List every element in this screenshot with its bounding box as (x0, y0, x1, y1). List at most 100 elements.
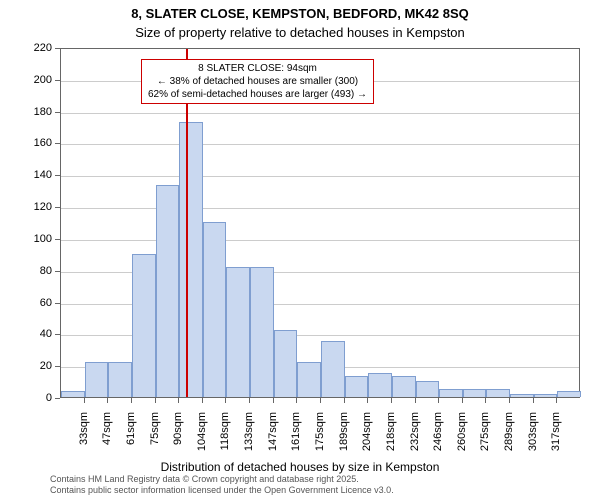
grid-line (61, 208, 579, 209)
histogram-bar (132, 254, 156, 397)
x-tick-mark (533, 398, 534, 403)
y-tick-mark (55, 239, 60, 240)
x-tick-label: 204sqm (361, 412, 373, 462)
histogram-bar (416, 381, 440, 397)
y-tick-mark (55, 271, 60, 272)
x-tick-mark (367, 398, 368, 403)
x-tick-label: 218sqm (385, 412, 397, 462)
x-tick-label: 104sqm (196, 412, 208, 462)
x-tick-mark (107, 398, 108, 403)
y-tick-mark (55, 398, 60, 399)
x-tick-mark (84, 398, 85, 403)
histogram-bar (156, 185, 180, 397)
y-tick-mark (55, 303, 60, 304)
histogram-bar (226, 267, 250, 397)
y-tick-label: 20 (24, 360, 52, 372)
histogram-bar (392, 376, 416, 397)
x-tick-label: 118sqm (219, 412, 231, 462)
histogram-bar (534, 394, 558, 397)
x-tick-mark (462, 398, 463, 403)
x-tick-mark (556, 398, 557, 403)
x-tick-mark (273, 398, 274, 403)
x-tick-label: 275sqm (479, 412, 491, 462)
x-tick-label: 232sqm (409, 412, 421, 462)
x-tick-mark (202, 398, 203, 403)
x-tick-mark (320, 398, 321, 403)
annotation-line-3: 62% of semi-detached houses are larger (… (148, 88, 367, 101)
x-tick-label: 189sqm (338, 412, 350, 462)
x-tick-label: 133sqm (243, 412, 255, 462)
x-tick-label: 75sqm (149, 412, 161, 462)
x-tick-label: 33sqm (78, 412, 90, 462)
footer-line-2: Contains public sector information licen… (50, 485, 394, 496)
histogram-bar (345, 376, 369, 397)
x-tick-mark (344, 398, 345, 403)
x-tick-label: 289sqm (503, 412, 515, 462)
grid-line (61, 144, 579, 145)
y-tick-label: 220 (24, 42, 52, 54)
x-tick-mark (249, 398, 250, 403)
x-tick-label: 175sqm (314, 412, 326, 462)
x-tick-mark (131, 398, 132, 403)
x-tick-label: 47sqm (101, 412, 113, 462)
histogram-bar (557, 391, 581, 397)
y-tick-mark (55, 143, 60, 144)
y-tick-mark (55, 334, 60, 335)
histogram-bar (179, 122, 203, 397)
x-axis-label: Distribution of detached houses by size … (0, 460, 600, 474)
x-tick-label: 317sqm (550, 412, 562, 462)
y-tick-label: 200 (24, 74, 52, 86)
y-tick-label: 40 (24, 328, 52, 340)
histogram-bar (368, 373, 392, 397)
footer-attribution: Contains HM Land Registry data © Crown c… (50, 474, 394, 497)
footer-line-1: Contains HM Land Registry data © Crown c… (50, 474, 394, 485)
histogram-bar (250, 267, 274, 397)
y-tick-mark (55, 112, 60, 113)
y-tick-label: 180 (24, 106, 52, 118)
annotation-line-2: ← 38% of detached houses are smaller (30… (148, 75, 367, 88)
y-tick-mark (55, 207, 60, 208)
x-tick-mark (178, 398, 179, 403)
y-tick-mark (55, 366, 60, 367)
y-tick-mark (55, 175, 60, 176)
x-tick-label: 161sqm (290, 412, 302, 462)
histogram-bar (61, 391, 85, 397)
grid-line (61, 240, 579, 241)
x-tick-label: 147sqm (267, 412, 279, 462)
y-tick-mark (55, 80, 60, 81)
histogram-bar (274, 330, 298, 397)
x-tick-label: 246sqm (432, 412, 444, 462)
x-tick-mark (155, 398, 156, 403)
grid-line (61, 113, 579, 114)
x-tick-mark (485, 398, 486, 403)
x-tick-mark (296, 398, 297, 403)
chart-container: 8, SLATER CLOSE, KEMPSTON, BEDFORD, MK42… (0, 0, 600, 500)
y-tick-label: 100 (24, 233, 52, 245)
x-tick-mark (438, 398, 439, 403)
plot-area: 8 SLATER CLOSE: 94sqm← 38% of detached h… (60, 48, 580, 398)
annotation-line-1: 8 SLATER CLOSE: 94sqm (148, 62, 367, 75)
histogram-bar (321, 341, 345, 397)
x-tick-label: 61sqm (125, 412, 137, 462)
histogram-bar (85, 362, 109, 397)
x-tick-label: 303sqm (527, 412, 539, 462)
x-tick-label: 90sqm (172, 412, 184, 462)
chart-title-main: 8, SLATER CLOSE, KEMPSTON, BEDFORD, MK42… (0, 6, 600, 21)
x-tick-mark (415, 398, 416, 403)
grid-line (61, 176, 579, 177)
y-tick-label: 140 (24, 169, 52, 181)
histogram-bar (486, 389, 510, 397)
histogram-bar (510, 394, 534, 397)
y-tick-label: 60 (24, 297, 52, 309)
annotation-box: 8 SLATER CLOSE: 94sqm← 38% of detached h… (141, 59, 374, 104)
y-tick-mark (55, 48, 60, 49)
y-tick-label: 120 (24, 201, 52, 213)
chart-title-sub: Size of property relative to detached ho… (0, 25, 600, 40)
x-tick-mark (391, 398, 392, 403)
y-tick-label: 80 (24, 265, 52, 277)
y-tick-label: 0 (24, 392, 52, 404)
x-tick-label: 260sqm (456, 412, 468, 462)
x-tick-mark (225, 398, 226, 403)
histogram-bar (297, 362, 321, 397)
histogram-bar (108, 362, 132, 397)
